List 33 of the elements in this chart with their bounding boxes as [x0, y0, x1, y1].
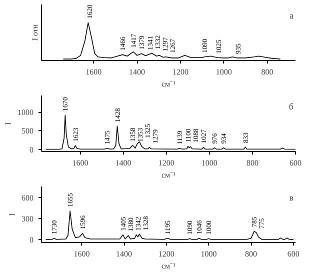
x-tick-label: 1200 — [172, 68, 188, 76]
x-tick-label: 1600 — [72, 158, 88, 168]
x-tick-label: 1200 — [158, 250, 174, 258]
x-tick-label: 600 — [290, 158, 302, 168]
y-tick-label: 600 — [22, 194, 34, 203]
x-tick-label: 1200 — [158, 158, 174, 168]
x-tick-label: 1400 — [115, 158, 132, 168]
x-tick-label: 1600 — [86, 68, 102, 76]
x-axis-title: см⁻¹ — [161, 80, 176, 88]
y-tick-label: 1000 — [18, 108, 34, 118]
text: а — [290, 10, 294, 20]
annotation: б — [288, 102, 294, 112]
y-tick-label: 0 — [30, 145, 34, 154]
y-axis-title: I отн — [30, 24, 40, 41]
x-tick-label: 1400 — [116, 250, 132, 258]
y-tick-label: 300 — [22, 214, 34, 224]
x-tick-label: 1400 — [129, 68, 146, 76]
y-tick-label: 500 — [22, 126, 34, 136]
y-axis-title: I — [4, 122, 12, 125]
x-tick-label: 800 — [246, 158, 258, 168]
x-tick-label: 800 — [261, 68, 274, 76]
y-tick-label: 0 — [30, 236, 34, 245]
annotation: в — [289, 192, 294, 202]
x-tick-label: 1000 — [201, 158, 218, 168]
x-tick-label: 1600 — [74, 250, 90, 258]
x-axis-title: см⁻¹ — [161, 262, 176, 270]
x-tick-label: 800 — [245, 250, 258, 258]
x-tick-label: 1000 — [216, 68, 232, 76]
x-tick-label: 600 — [287, 250, 300, 258]
x-axis-title: см⁻¹ — [161, 170, 176, 180]
x-tick-label: 1000 — [200, 250, 217, 258]
line-series — [45, 210, 294, 240]
y-axis-title: I — [8, 212, 16, 216]
